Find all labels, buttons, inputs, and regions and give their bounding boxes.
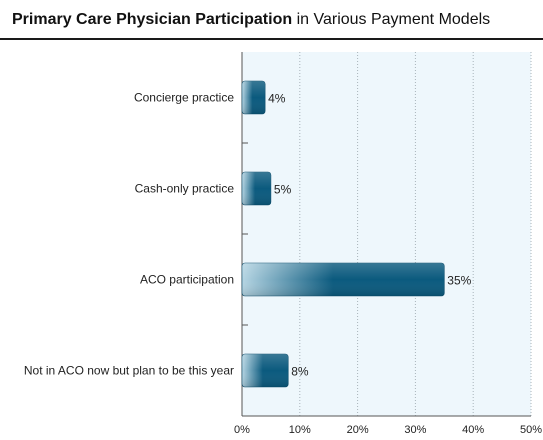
chart-title: Primary Care Physician Participation in … [12,11,490,29]
chart-title-rest: in Various Payment Models [296,11,491,28]
category-labels: Concierge practice Cash-only practice ACO … [24,91,234,378]
value-labels: 4% 5% 35% 8% [268,92,472,379]
category-label: Not in ACO now but plan to be this year [24,364,234,378]
category-label: Cash-only practice [135,182,235,196]
title-divider [0,38,543,40]
gridlines [299,52,532,416]
category-separators [242,142,248,326]
x-tick-label: 50% [520,424,542,436]
x-tick-label: 0% [234,424,250,436]
x-tick-label: 10% [289,424,311,436]
x-tick-labels: 0% 10% 20% 30% 40% 50% [234,424,542,436]
bar [241,353,289,388]
chart-title-bold: Primary Care Physician Participation [12,11,293,28]
data-label: 35% [447,274,471,288]
data-label: 8% [291,365,309,379]
plot-background [242,52,531,416]
x-tick-label: 20% [347,424,369,436]
x-tick-label: 40% [462,424,484,436]
bar [241,171,272,206]
bar [241,80,266,115]
bar [241,262,445,297]
x-tick-label: 30% [404,424,426,436]
category-label: Concierge practice [134,91,234,105]
data-label: 5% [274,183,292,197]
data-label: 4% [268,92,286,106]
category-label: ACO participation [140,273,234,287]
